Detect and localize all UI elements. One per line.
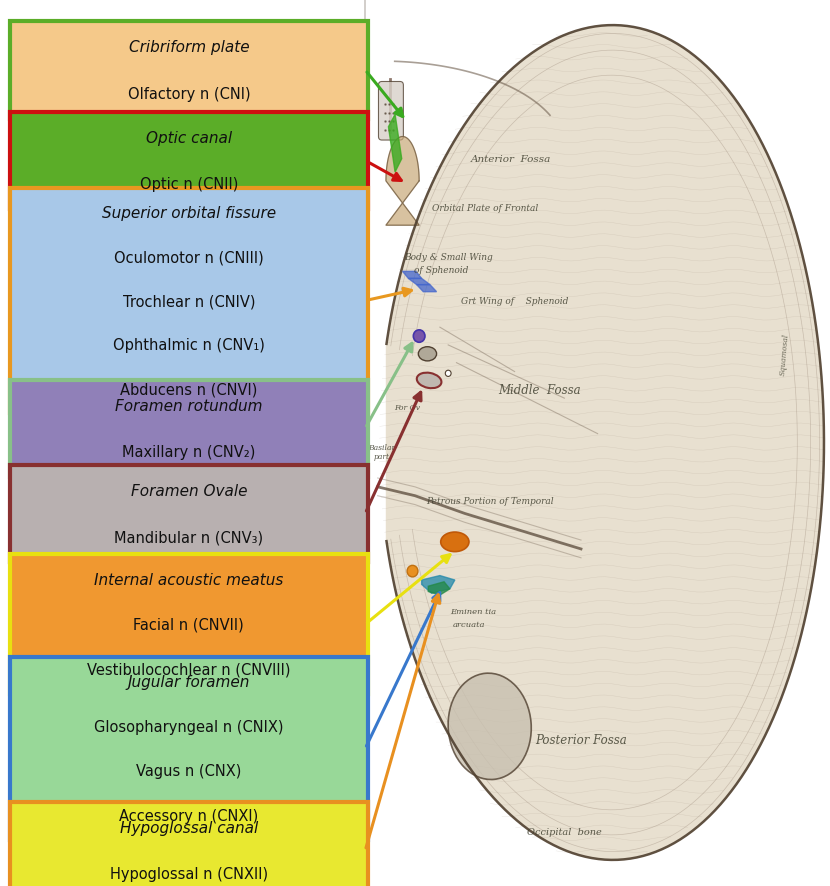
Ellipse shape — [417, 373, 442, 389]
Text: For Ov: For Ov — [393, 403, 420, 412]
Text: Abducens n (CNVI): Abducens n (CNVI) — [120, 382, 257, 397]
FancyBboxPatch shape — [10, 22, 368, 120]
Text: Body & Small Wing: Body & Small Wing — [404, 253, 492, 261]
FancyBboxPatch shape — [10, 189, 368, 414]
Text: Orbital Plate of Frontal: Orbital Plate of Frontal — [432, 204, 539, 213]
Polygon shape — [386, 137, 419, 226]
Text: Squamosal: Squamosal — [779, 333, 790, 376]
Text: Posterior Fossa: Posterior Fossa — [535, 734, 627, 746]
Text: Olfactory n (CNI): Olfactory n (CNI) — [128, 87, 250, 101]
Text: Optic n (CNII): Optic n (CNII) — [139, 177, 238, 191]
Text: Anterior  Fossa: Anterior Fossa — [471, 155, 550, 164]
Ellipse shape — [448, 673, 531, 780]
Text: Petrous Portion of Temporal: Petrous Portion of Temporal — [426, 496, 554, 505]
Text: Vagus n (CNX): Vagus n (CNX) — [136, 764, 242, 778]
Polygon shape — [403, 272, 422, 279]
Text: Internal acoustic meatus: Internal acoustic meatus — [94, 572, 284, 587]
Text: Ophthalmic n (CNV₁): Ophthalmic n (CNV₁) — [113, 338, 265, 353]
Text: Accessory n (CNXI): Accessory n (CNXI) — [120, 808, 258, 822]
Text: Superior orbital fissure: Superior orbital fissure — [102, 206, 276, 221]
Text: Vestibulocochlear n (CNVIII): Vestibulocochlear n (CNVIII) — [87, 662, 290, 677]
FancyBboxPatch shape — [378, 82, 403, 141]
FancyBboxPatch shape — [10, 802, 368, 886]
Polygon shape — [408, 279, 430, 285]
FancyBboxPatch shape — [10, 555, 368, 695]
FancyBboxPatch shape — [10, 113, 368, 210]
Text: Facial n (CNVII): Facial n (CNVII) — [134, 618, 244, 632]
Ellipse shape — [418, 347, 437, 361]
Text: Foramen rotundum: Foramen rotundum — [115, 399, 262, 413]
Text: Grt Wing of    Sphenoid: Grt Wing of Sphenoid — [461, 297, 569, 306]
FancyBboxPatch shape — [10, 657, 368, 840]
Text: Hypoglossal n (CNXII): Hypoglossal n (CNXII) — [110, 867, 268, 881]
Ellipse shape — [441, 532, 469, 552]
FancyBboxPatch shape — [10, 380, 368, 478]
Ellipse shape — [413, 330, 425, 343]
Text: Eminen tia: Eminen tia — [450, 607, 496, 616]
FancyBboxPatch shape — [10, 465, 368, 563]
Text: of Sphenoid: of Sphenoid — [414, 266, 469, 275]
Text: Jugular foramen: Jugular foramen — [128, 675, 250, 689]
Ellipse shape — [446, 370, 452, 377]
Polygon shape — [387, 26, 824, 860]
Text: Cribriform plate: Cribriform plate — [129, 41, 249, 55]
Ellipse shape — [408, 566, 417, 578]
Text: Hypoglossal canal: Hypoglossal canal — [120, 820, 258, 835]
Text: Occipital  bone: Occipital bone — [527, 827, 602, 835]
Text: Trochlear n (CNIV): Trochlear n (CNIV) — [123, 294, 255, 308]
Text: Glosopharyngeal n (CNIX): Glosopharyngeal n (CNIX) — [94, 719, 284, 734]
Text: Middle  Fossa: Middle Fossa — [498, 384, 581, 396]
Text: Basilar
part: Basilar part — [369, 443, 395, 461]
Text: Maxillary n (CNV₂): Maxillary n (CNV₂) — [122, 445, 256, 459]
Polygon shape — [422, 576, 455, 594]
Polygon shape — [388, 115, 402, 173]
Text: Optic canal: Optic canal — [146, 131, 232, 145]
Polygon shape — [428, 582, 450, 595]
Polygon shape — [417, 285, 437, 292]
Text: Oculomotor n (CNIII): Oculomotor n (CNIII) — [114, 250, 264, 265]
Text: Foramen Ovale: Foramen Ovale — [130, 484, 247, 498]
Text: arcuata: arcuata — [452, 620, 486, 629]
Text: Mandibular n (CNV₃): Mandibular n (CNV₃) — [115, 530, 263, 544]
